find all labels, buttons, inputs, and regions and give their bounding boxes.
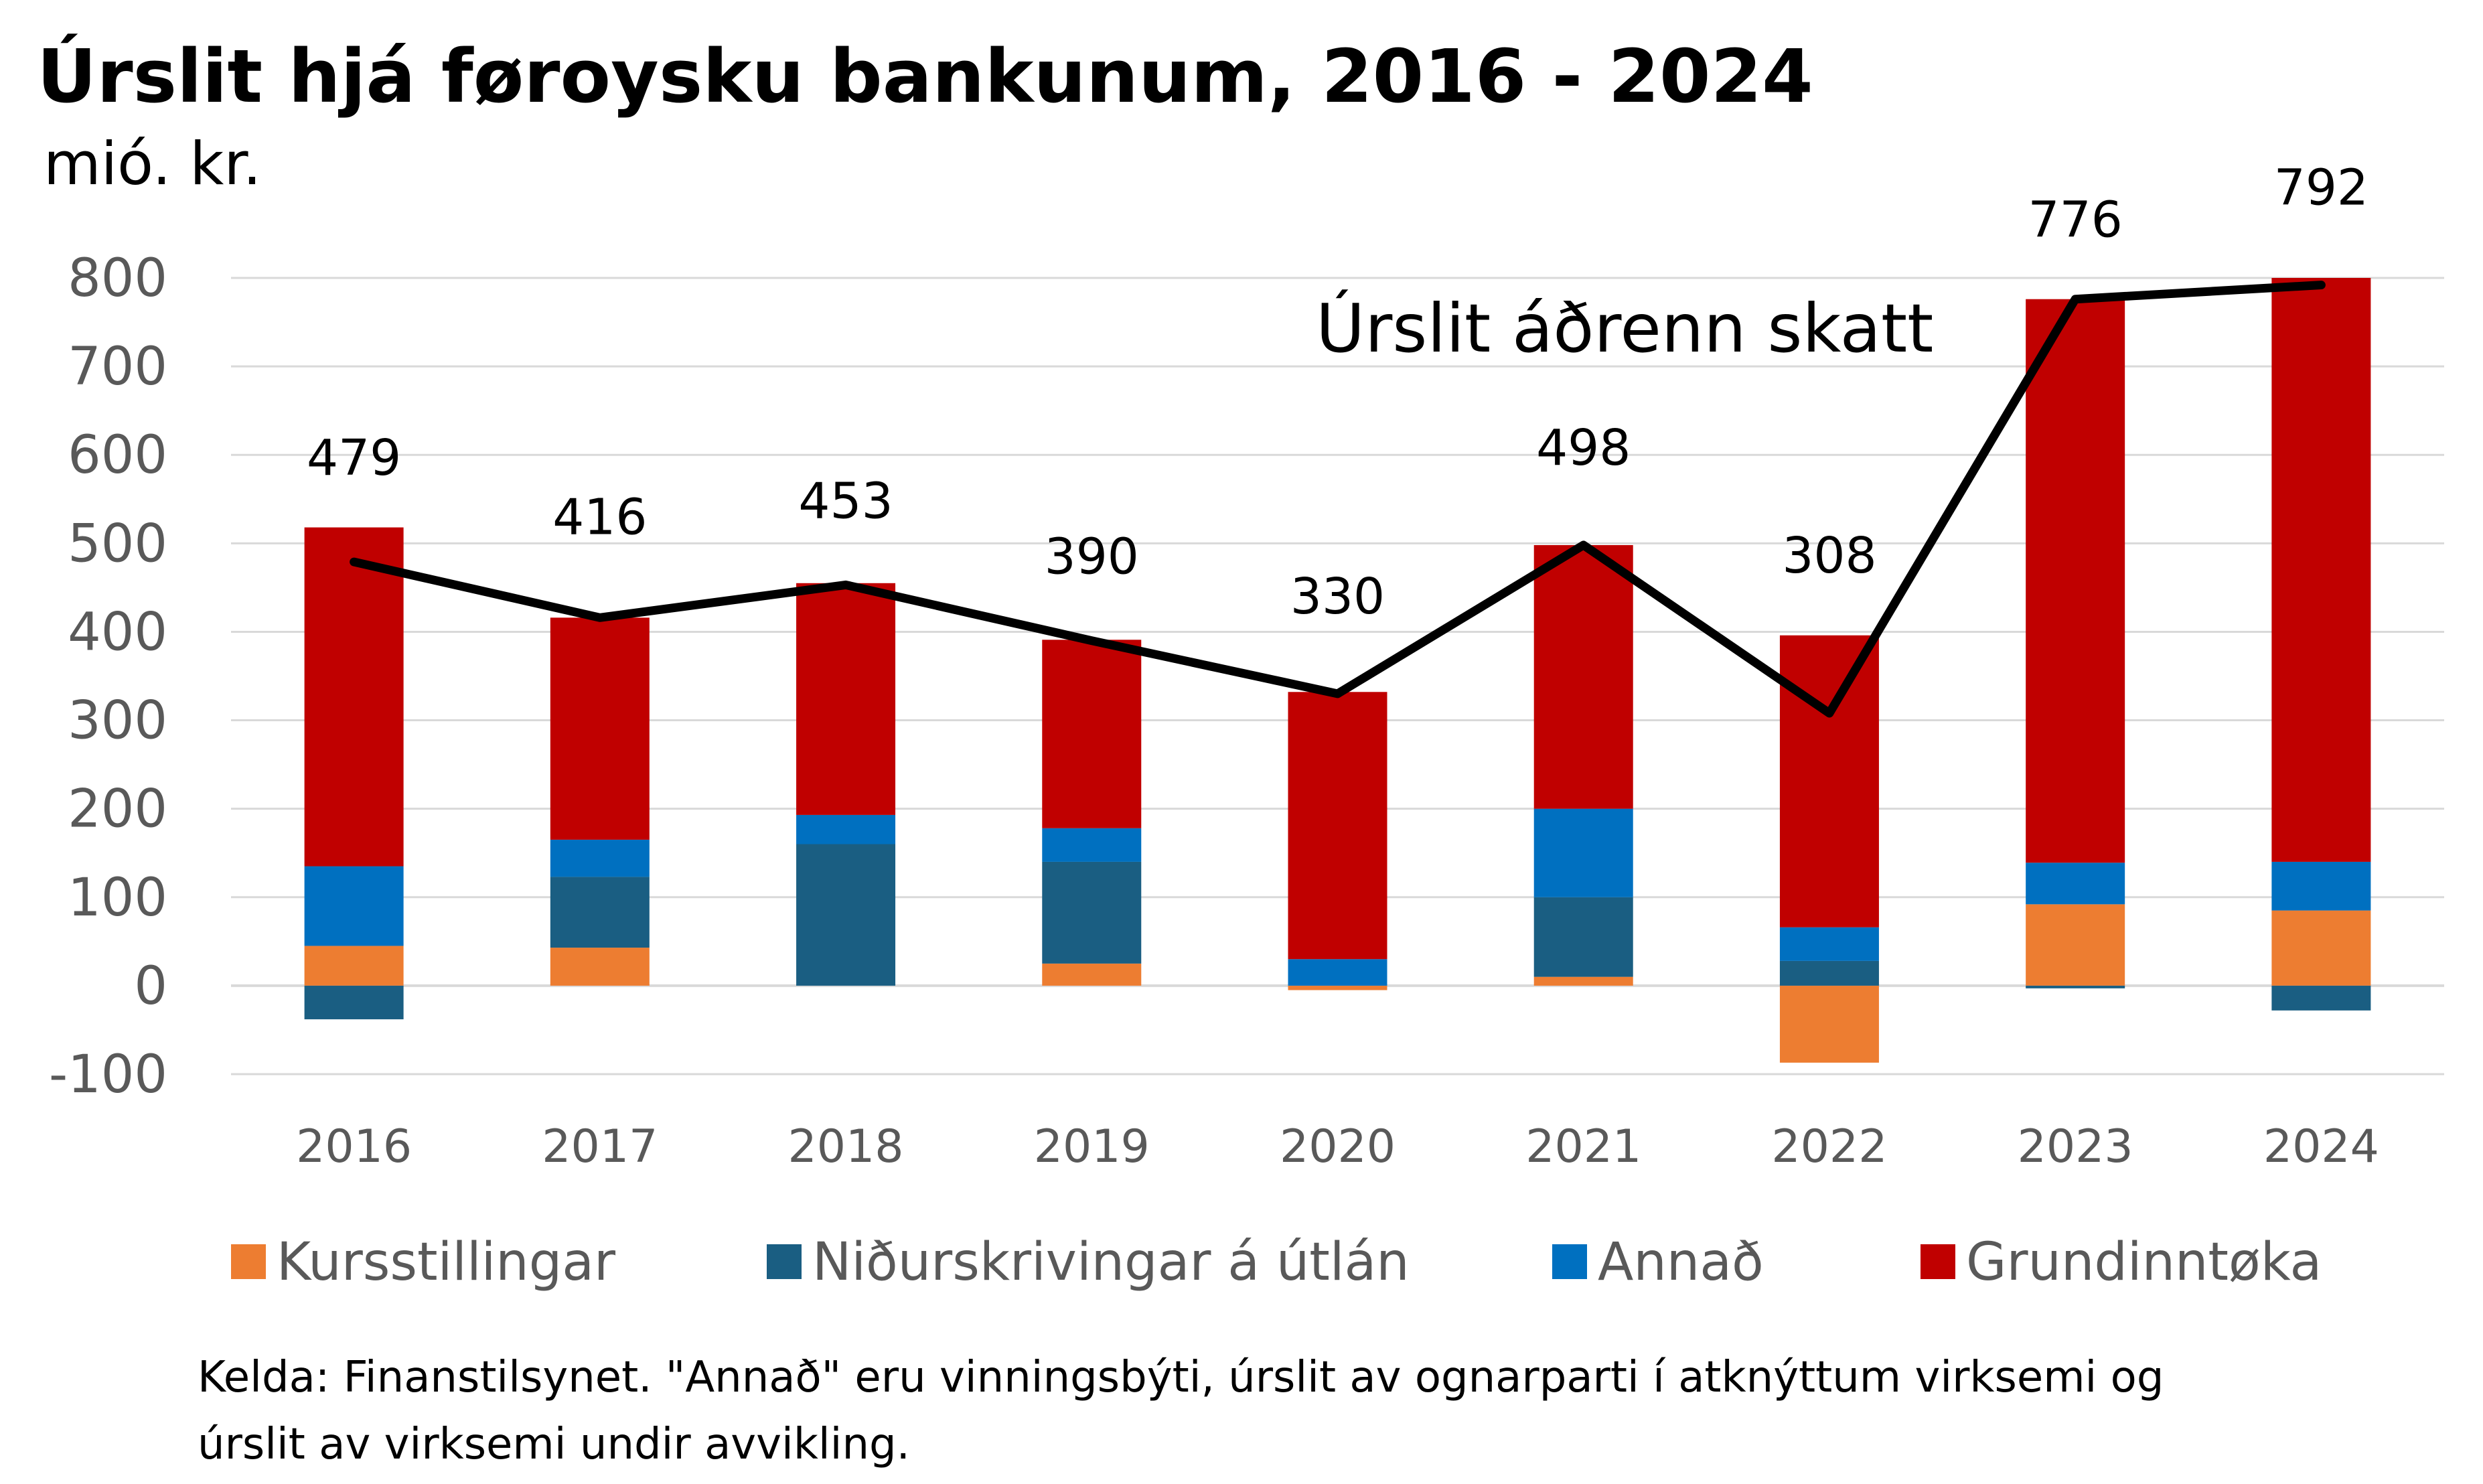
bar-segment-ni-urskrivingar-tl-n-2018 bbox=[796, 844, 896, 986]
bar-segment-anna--2023 bbox=[2026, 863, 2125, 905]
bar-segment-grundinnt-ka-2024 bbox=[2271, 278, 2371, 862]
bar-segment-anna--2016 bbox=[304, 866, 404, 946]
line-series-label: Úrslit áðrenn skatt bbox=[1316, 289, 1933, 368]
bar-segment-ni-urskrivingar-tl-n-2016 bbox=[304, 985, 404, 1020]
y-unit-label: mió. kr. bbox=[44, 129, 261, 198]
bar-segment-anna--2018 bbox=[796, 814, 896, 844]
legend-swatch bbox=[231, 1244, 266, 1279]
bar-segment-ni-urskrivingar-tl-n-2021 bbox=[1533, 897, 1633, 977]
legend-item: Annað bbox=[1552, 1232, 1764, 1292]
bar-segment-anna--2022 bbox=[1779, 927, 1879, 961]
y-tick-label: 200 bbox=[68, 780, 167, 840]
legend-swatch bbox=[1552, 1244, 1587, 1279]
bar-segment-kursstillingar-2022 bbox=[1779, 985, 1879, 1063]
bar-segment-kursstillingar-2024 bbox=[2271, 910, 2371, 986]
x-tick-label: 2017 bbox=[542, 1120, 658, 1173]
y-tick-label: 800 bbox=[68, 248, 167, 309]
bar-segment-ni-urskrivingar-tl-n-2023 bbox=[2026, 985, 2125, 988]
line-series-path bbox=[350, 281, 2326, 718]
legend-swatch bbox=[767, 1244, 802, 1279]
data-label: 479 bbox=[307, 429, 401, 487]
x-tick-label: 2021 bbox=[1525, 1120, 1641, 1173]
legend: Kursstillingar Niðurskrivingar á útlán Ann… bbox=[231, 1232, 2322, 1292]
data-labels: 479 416 453 390 330 498 308 776 792 bbox=[307, 159, 2368, 625]
x-tick-label: 2023 bbox=[2018, 1120, 2133, 1173]
y-tick-label: 500 bbox=[68, 514, 167, 574]
x-tick-label: 2016 bbox=[296, 1120, 412, 1173]
legend-label: Niðurskrivingar á útlán bbox=[812, 1232, 1410, 1292]
bar-segment-kursstillingar-2023 bbox=[2026, 904, 2125, 986]
legend-label: Annað bbox=[1598, 1232, 1764, 1292]
bar-segment-grundinnt-ka-2022 bbox=[1779, 635, 1879, 928]
y-tick-label: 400 bbox=[68, 602, 167, 662]
bar-segment-ni-urskrivingar-tl-n-2024 bbox=[2271, 985, 2371, 1011]
chart-title: Úrslit hjá føroysku bankunum, 2016 - 202… bbox=[37, 33, 1813, 119]
bar-segment-anna--2019 bbox=[1042, 828, 1142, 862]
data-label: 416 bbox=[552, 488, 647, 546]
bar-segment-kursstillingar-2016 bbox=[304, 946, 404, 986]
y-tick-label: 300 bbox=[68, 691, 167, 751]
y-tick-label: -100 bbox=[49, 1045, 167, 1105]
bar-segment-grundinnt-ka-2016 bbox=[304, 527, 404, 867]
x-tick-label: 2020 bbox=[1280, 1120, 1396, 1173]
data-label: 453 bbox=[798, 472, 893, 530]
x-tick-label: 2018 bbox=[788, 1120, 904, 1173]
legend-swatch bbox=[1921, 1244, 1955, 1279]
data-label: 308 bbox=[1782, 527, 1876, 585]
line-series bbox=[350, 281, 2326, 718]
y-tick-label: 700 bbox=[68, 337, 167, 397]
bar-segment-grundinnt-ka-2017 bbox=[550, 617, 650, 840]
data-label: 390 bbox=[1045, 528, 1139, 586]
bars bbox=[304, 278, 2371, 1063]
y-axis-ticks: -100 0 100 200 300 400 500 600 700 800 bbox=[49, 248, 167, 1105]
bar-segment-grundinnt-ka-2020 bbox=[1288, 692, 1387, 960]
data-label: 498 bbox=[1536, 419, 1631, 477]
source-note-line-2: úrslit av virksemi undir avvikling. bbox=[198, 1420, 910, 1469]
bar-segment-ni-urskrivingar-tl-n-2022 bbox=[1779, 960, 1879, 986]
legend-label: Grundinntøka bbox=[1966, 1232, 2322, 1292]
data-label: 330 bbox=[1290, 568, 1385, 625]
legend-item: Grundinntøka bbox=[1921, 1232, 2322, 1292]
bar-segment-anna--2020 bbox=[1288, 959, 1387, 986]
bar-segment-kursstillingar-2017 bbox=[550, 948, 650, 986]
x-tick-label: 2024 bbox=[2263, 1120, 2379, 1173]
bar-segment-anna--2017 bbox=[550, 839, 650, 877]
bar-segment-grundinnt-ka-2018 bbox=[796, 583, 896, 815]
legend-item: Kursstillingar bbox=[231, 1232, 616, 1292]
x-axis-ticks: 2016 2017 2018 2019 2020 2021 2022 2023 2024 bbox=[296, 1120, 2379, 1173]
bar-segment-anna--2024 bbox=[2271, 861, 2371, 911]
legend-item: Niðurskrivingar á útlán bbox=[767, 1232, 1410, 1292]
bar-segment-ni-urskrivingar-tl-n-2019 bbox=[1042, 861, 1142, 964]
bar-segment-kursstillingar-2019 bbox=[1042, 963, 1142, 986]
y-tick-label: 600 bbox=[68, 425, 167, 486]
y-tick-label: 100 bbox=[68, 868, 167, 928]
bar-segment-grundinnt-ka-2023 bbox=[2026, 299, 2125, 863]
bar-segment-kursstillingar-2021 bbox=[1533, 976, 1633, 986]
x-tick-label: 2019 bbox=[1034, 1120, 1150, 1173]
source-note-line-1: Kelda: Finanstilsynet. "Annað" eru vinni… bbox=[198, 1353, 2164, 1402]
bar-segment-kursstillingar-2020 bbox=[1288, 985, 1387, 990]
data-label: 792 bbox=[2274, 159, 2368, 217]
y-tick-label: 0 bbox=[134, 956, 167, 1017]
legend-label: Kursstillingar bbox=[277, 1232, 616, 1292]
bar-segment-grundinnt-ka-2021 bbox=[1533, 544, 1633, 809]
x-tick-label: 2022 bbox=[1771, 1120, 1887, 1173]
bar-segment-grundinnt-ka-2019 bbox=[1042, 640, 1142, 828]
data-label: 776 bbox=[2028, 192, 2123, 249]
bar-segment-ni-urskrivingar-tl-n-2017 bbox=[550, 877, 650, 948]
bar-segment-anna--2021 bbox=[1533, 808, 1633, 897]
